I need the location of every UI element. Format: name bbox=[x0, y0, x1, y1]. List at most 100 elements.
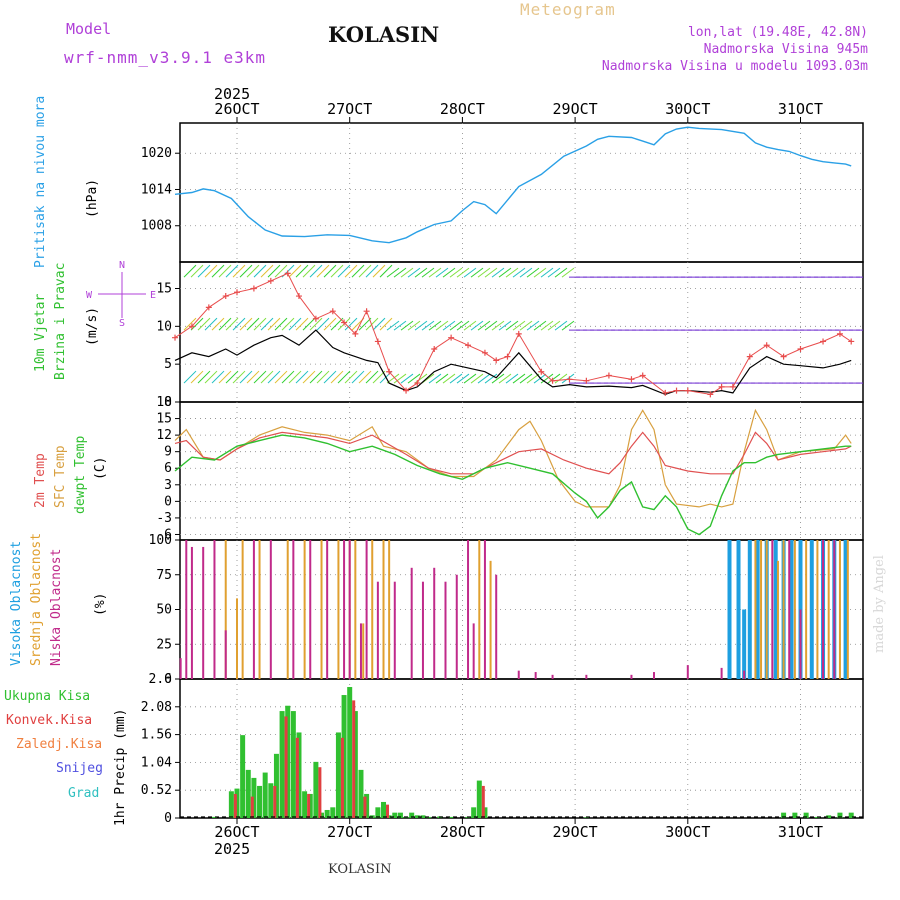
wind-barb bbox=[512, 267, 526, 278]
wind-barb bbox=[400, 320, 414, 331]
compass-east: E bbox=[150, 290, 156, 301]
cloud-mid-bar bbox=[760, 540, 763, 679]
wind-barb bbox=[491, 267, 505, 278]
y-tick-label: 1014 bbox=[141, 182, 172, 197]
wind-barb bbox=[442, 373, 456, 384]
cloud-low-bar bbox=[393, 581, 396, 679]
cloud-low-bar bbox=[652, 672, 655, 679]
model-label: Model bbox=[66, 20, 112, 38]
top-date-label: 28OCT bbox=[440, 100, 485, 118]
wind-barb bbox=[190, 370, 204, 384]
wind-barb bbox=[484, 320, 498, 331]
wind-gust-marker bbox=[707, 391, 714, 398]
wind-barb bbox=[218, 317, 232, 331]
wind-barb bbox=[456, 267, 470, 278]
wind-barb bbox=[491, 373, 505, 384]
y-tick-label: 50 bbox=[156, 603, 172, 618]
wind-barb bbox=[344, 264, 358, 278]
wind-barb bbox=[435, 373, 449, 384]
wind-subtitle: Brzina i Pravac bbox=[53, 263, 68, 380]
cloud-low-bar bbox=[343, 540, 346, 679]
y-tick-label: 5 bbox=[164, 357, 172, 372]
cloud-low-bar bbox=[472, 623, 475, 679]
precip-total-bar bbox=[375, 807, 381, 818]
wind-barb bbox=[463, 320, 477, 331]
wind-barb bbox=[218, 370, 232, 384]
wind-barb bbox=[253, 370, 267, 384]
precip-hail-label: Grad bbox=[68, 786, 99, 801]
cloud-low-bar bbox=[743, 670, 746, 679]
wind-gust-marker bbox=[684, 387, 691, 394]
wind-barb bbox=[533, 320, 547, 331]
y-tick-label: 1.56 bbox=[141, 728, 172, 743]
precip-total-bar bbox=[448, 816, 454, 818]
wind-barb bbox=[225, 370, 239, 384]
cloud-low-bar bbox=[720, 667, 723, 679]
wind-barb bbox=[414, 320, 428, 331]
wind-barb bbox=[470, 267, 484, 278]
cloud-low-bar bbox=[630, 674, 633, 679]
cloud-low-bar bbox=[483, 540, 486, 679]
wind-barb bbox=[421, 320, 435, 331]
wind-barbs bbox=[183, 264, 863, 384]
precip-total-bar bbox=[319, 812, 325, 818]
cloud-mid-bar bbox=[489, 560, 492, 679]
wind-barb bbox=[526, 320, 540, 331]
wind-barb bbox=[561, 373, 575, 384]
wind-barb bbox=[267, 264, 281, 278]
wind-barb bbox=[232, 370, 246, 384]
precip-total-bar bbox=[279, 711, 285, 818]
precip-total-bar bbox=[386, 815, 392, 818]
wind-barb bbox=[540, 320, 554, 331]
precip-total-bar bbox=[211, 816, 217, 818]
wind-gust-marker bbox=[386, 368, 393, 375]
y-tick-label: 1020 bbox=[141, 146, 172, 161]
wind-gust-marker bbox=[763, 342, 770, 349]
wind-barb bbox=[302, 264, 316, 278]
wind-barb bbox=[246, 370, 260, 384]
wind-barb bbox=[547, 373, 561, 384]
wind-barb bbox=[260, 317, 274, 331]
temp-2m-line bbox=[174, 431, 852, 475]
wind-barb bbox=[316, 370, 330, 384]
cloud-mid-label: Srednja Oblacnost bbox=[29, 533, 44, 666]
precip-frozen-label: Zaledj.Kisa bbox=[16, 737, 102, 752]
cloud-low-bar bbox=[467, 540, 470, 679]
y-tick-label: 25 bbox=[156, 637, 172, 652]
cloud-low-bar bbox=[534, 672, 537, 679]
wind-barb bbox=[477, 373, 491, 384]
precip-total-bar bbox=[257, 785, 263, 818]
wind-barb bbox=[309, 370, 323, 384]
y-tick-label: 9 bbox=[164, 445, 172, 460]
wind-barb bbox=[302, 370, 316, 384]
model-name: wrf-nmm_v3.9.1 e3km bbox=[64, 48, 267, 67]
station-title: KOLASIN bbox=[328, 22, 440, 47]
panel-frame bbox=[179, 401, 864, 541]
wind-barb bbox=[407, 373, 421, 384]
precip-total-bar bbox=[471, 807, 477, 818]
bottom-date-label: 29OCT bbox=[553, 823, 598, 841]
cloud-low-bar bbox=[376, 581, 379, 679]
y-tick-label: 12 bbox=[156, 428, 172, 443]
sfc-temp-line bbox=[174, 408, 852, 508]
precip-total-bar bbox=[352, 711, 358, 818]
cloud-mid-bar bbox=[286, 540, 289, 679]
bottom-date-label: 30OCT bbox=[665, 823, 710, 841]
wind-gust-marker bbox=[465, 342, 472, 349]
wind-barb bbox=[253, 317, 267, 331]
cloud-low-bar bbox=[213, 540, 216, 679]
wind-barb bbox=[456, 320, 470, 331]
precip-total-bar bbox=[397, 812, 403, 818]
cloud-low-bar bbox=[410, 567, 413, 679]
wind-barb bbox=[547, 320, 561, 331]
y-tick-label: -6 bbox=[156, 527, 172, 542]
wind-barb bbox=[330, 264, 344, 278]
cloud-low-bar bbox=[348, 540, 351, 679]
compass-rose: N W E S bbox=[86, 260, 156, 329]
y-tick-label: 0 bbox=[164, 395, 172, 410]
wind-gust-line bbox=[174, 272, 852, 395]
pressure-ylabel: (hPa) bbox=[85, 179, 100, 218]
y-tick-label: 1.04 bbox=[141, 755, 172, 770]
precip-total-bar bbox=[273, 753, 279, 818]
cloud-low-bar bbox=[551, 674, 554, 679]
